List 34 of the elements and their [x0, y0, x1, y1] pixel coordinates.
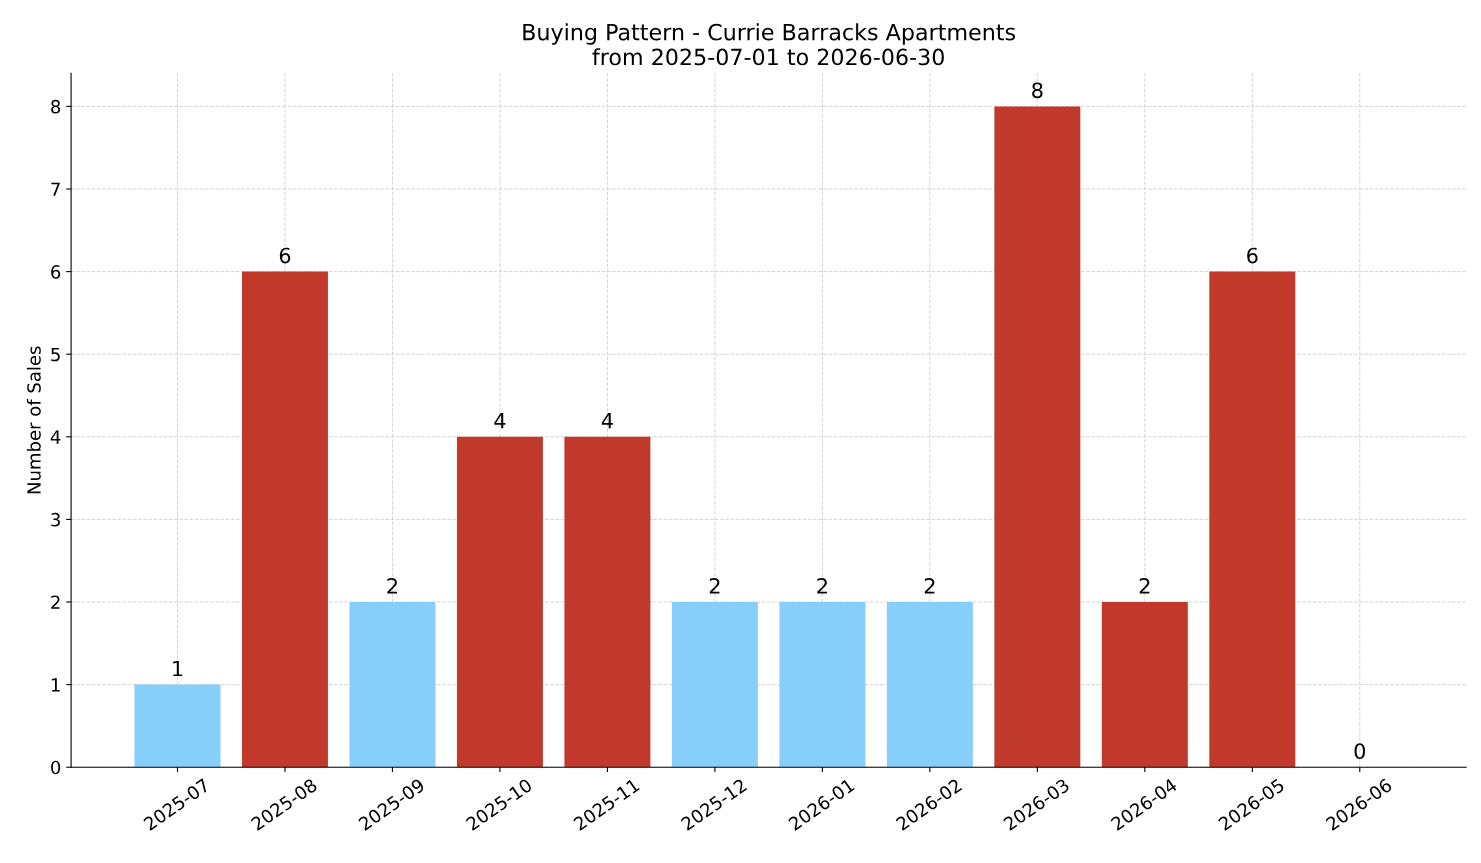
- data-label: 6: [1247, 247, 1258, 264]
- data-label: 6: [279, 247, 291, 264]
- data-label: 4: [601, 413, 613, 429]
- data-label: 2: [817, 578, 827, 594]
- y-tick-label: 8: [51, 99, 61, 114]
- data-label: 0: [1354, 743, 1366, 759]
- data-label: 8: [1032, 82, 1043, 99]
- y-tick-label: 7: [51, 182, 60, 196]
- bar: [241, 271, 328, 768]
- data-label: 2: [709, 578, 720, 594]
- y-tick-label: 3: [51, 512, 60, 527]
- data-label: 2: [924, 578, 935, 594]
- bar: [886, 602, 973, 768]
- y-tick-label: 4: [50, 430, 61, 444]
- bar: [1101, 602, 1188, 768]
- bar: [994, 106, 1081, 768]
- bar: [349, 602, 436, 768]
- y-tick-label: 5: [51, 347, 60, 362]
- y-tick-label: 0: [51, 760, 61, 775]
- bar: [564, 436, 651, 768]
- data-label: 2: [1139, 578, 1150, 594]
- bar: [1209, 271, 1296, 768]
- bar: [779, 602, 866, 768]
- data-label: 4: [494, 413, 506, 429]
- y-tick-label: 6: [51, 265, 61, 279]
- y-tick-label: 2: [51, 595, 60, 609]
- bar: [134, 684, 221, 768]
- data-label: 1: [173, 660, 183, 677]
- data-label: 2: [387, 578, 397, 594]
- y-axis-title: Number of Sales: [26, 346, 41, 494]
- bar: [456, 436, 543, 768]
- bar: [671, 602, 758, 768]
- chart-title: Buying Pattern - Currie Barracks Apartments from 2025-07-01 to 2026-06-30: [523, 23, 1016, 66]
- y-tick-label: 1: [51, 678, 60, 692]
